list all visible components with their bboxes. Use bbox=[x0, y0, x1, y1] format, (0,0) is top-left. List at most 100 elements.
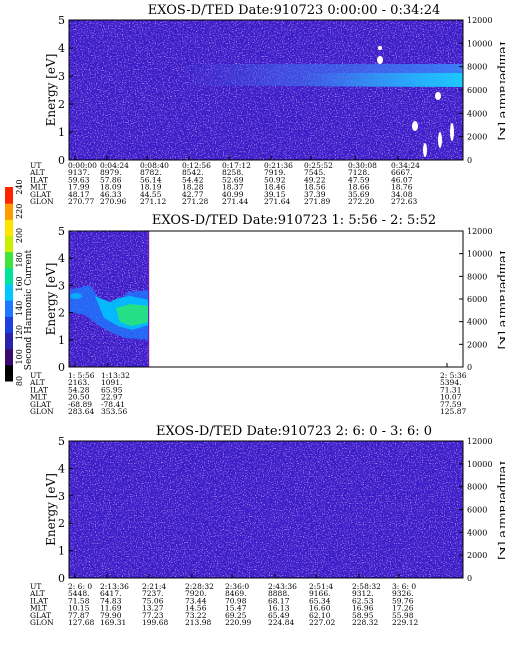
table-cell: 270.96 bbox=[100, 197, 126, 206]
table-cell: 62.10 bbox=[309, 611, 331, 620]
y2-axis-label: Temperature [K] bbox=[497, 40, 505, 141]
table-cell: 77.23 bbox=[142, 611, 164, 620]
y2-tick-label: 12000 bbox=[467, 16, 492, 25]
panel-1-gap bbox=[412, 121, 418, 131]
table-cell: 52.69 bbox=[222, 175, 244, 184]
table-cell: 57.86 bbox=[100, 175, 122, 184]
table-cell: 46.07 bbox=[391, 175, 413, 184]
table-row-label: MLT bbox=[30, 183, 47, 192]
panel-1: EXOS-D/TED Date:910723 0:00:00 - 0:34:24… bbox=[29, 3, 505, 206]
table-cell: 2163. bbox=[68, 378, 89, 387]
colorbar-swatch bbox=[5, 316, 13, 333]
table-cell: 7919. bbox=[264, 168, 285, 177]
table-cell: 5394. bbox=[440, 378, 461, 387]
panel-1-plot bbox=[68, 19, 464, 161]
panel-3-plot bbox=[68, 440, 464, 579]
panel-2: EXOS-D/TED Date:910723 1: 5:56 - 2: 5:52… bbox=[29, 213, 505, 416]
table-cell: 13.27 bbox=[142, 604, 164, 613]
table-cell: 271.44 bbox=[222, 197, 248, 206]
table-cell: 9312. bbox=[352, 589, 373, 598]
colorbar-swatch bbox=[5, 219, 13, 236]
table-cell: 2: 5:36 bbox=[440, 371, 467, 380]
table-cell: 58.95 bbox=[352, 611, 374, 620]
table-row-label: ALT bbox=[29, 168, 45, 177]
y2-tick-label: 8000 bbox=[467, 483, 487, 492]
panel-1-gap bbox=[450, 123, 454, 141]
table-cell: 56.14 bbox=[140, 175, 162, 184]
y2-tick-label: 10000 bbox=[467, 460, 492, 469]
table-cell: 46.33 bbox=[100, 190, 122, 199]
table-cell: 37.39 bbox=[304, 190, 326, 199]
table-row-label: UT bbox=[30, 161, 41, 170]
colorbar-tick-label: 220 bbox=[15, 204, 24, 219]
colorbar-tick-label: 120 bbox=[15, 325, 24, 340]
table-cell: 65.95 bbox=[101, 385, 123, 394]
table-cell: 15.47 bbox=[225, 604, 247, 613]
table-cell: 1: 5:56 bbox=[68, 371, 95, 380]
panel-1-band-core bbox=[300, 73, 463, 87]
table-cell: -68.89 bbox=[68, 400, 92, 409]
y-tick-label: 2 bbox=[58, 307, 65, 320]
table-row-label: UT bbox=[30, 582, 41, 591]
table-cell: 7128. bbox=[348, 168, 369, 177]
table-cell: 220.99 bbox=[225, 618, 251, 627]
y-tick-label: 3 bbox=[58, 490, 65, 503]
table-row-label: GLAT bbox=[30, 400, 51, 409]
table-row-label: ILAT bbox=[30, 175, 48, 184]
table-cell: 283.64 bbox=[68, 407, 94, 416]
y2-tick-label: 4000 bbox=[467, 528, 487, 537]
y-tick-label: 0 bbox=[58, 361, 65, 374]
panel-3: EXOS-D/TED Date:910723 2: 6: 0 - 3: 6: 0… bbox=[29, 424, 505, 627]
y-tick-label: 1 bbox=[58, 545, 65, 558]
table-cell: 70.98 bbox=[225, 596, 247, 605]
table-row-label: ILAT bbox=[30, 596, 48, 605]
table-cell: 228.32 bbox=[352, 618, 378, 627]
table-cell: 5448. bbox=[68, 589, 89, 598]
panel-1-gap bbox=[435, 92, 441, 100]
table-row-label: MLT bbox=[30, 604, 47, 613]
table-cell: 7545. bbox=[304, 168, 325, 177]
y-tick-label: 5 bbox=[58, 435, 65, 448]
y2-tick-label: 0 bbox=[467, 156, 472, 165]
table-cell: 77.59 bbox=[440, 400, 462, 409]
panel-3-noise bbox=[69, 441, 463, 578]
table-cell: 9326. bbox=[392, 589, 413, 598]
colorbar-swatch bbox=[5, 187, 13, 204]
table-cell: 272.20 bbox=[348, 197, 374, 206]
table-cell: 199.68 bbox=[142, 618, 168, 627]
colorbar-swatch bbox=[5, 300, 13, 317]
table-cell: 18.19 bbox=[140, 183, 162, 192]
table-cell: 2:43:36 bbox=[268, 582, 297, 591]
table-cell: 10.07 bbox=[440, 393, 462, 402]
table-cell: 16.96 bbox=[352, 604, 374, 613]
table-cell: 18.28 bbox=[182, 183, 204, 192]
colorbar: 80 100 120 140 160 180 200 220 240 Second Harmon… bbox=[5, 179, 34, 386]
table-cell: 59.63 bbox=[68, 175, 90, 184]
table-cell: 0:17:12 bbox=[222, 161, 251, 170]
y2-tick-label: 2000 bbox=[467, 133, 487, 142]
table-cell: 68.17 bbox=[268, 596, 290, 605]
table-cell: 75.06 bbox=[142, 596, 164, 605]
table-cell: 224.84 bbox=[268, 618, 294, 627]
y-tick-label: 3 bbox=[58, 70, 65, 83]
panel-2-title: EXOS-D/TED Date:910723 1: 5:56 - 2: 5:52 bbox=[152, 213, 436, 228]
table-cell: 10.15 bbox=[68, 604, 90, 613]
table-cell: 73.22 bbox=[185, 611, 207, 620]
y2-axis-label: Temperature [K] bbox=[497, 459, 505, 560]
table-cell: 271.89 bbox=[304, 197, 330, 206]
table-cell: 8469. bbox=[225, 589, 246, 598]
table-cell: 20.50 bbox=[68, 393, 90, 402]
table-cell: 7237. bbox=[142, 589, 163, 598]
y2-tick-label: 4000 bbox=[467, 109, 487, 118]
panel-2-cyan-spot bbox=[70, 293, 82, 299]
table-cell: 69.25 bbox=[225, 611, 247, 620]
table-cell: 1:13:32 bbox=[101, 371, 130, 380]
table-row-label: ALT bbox=[29, 589, 45, 598]
colorbar-tick-label: 80 bbox=[15, 376, 24, 386]
table-cell: 42.77 bbox=[182, 190, 204, 199]
table-cell: 127.68 bbox=[68, 618, 94, 627]
y-tick-label: 4 bbox=[58, 462, 65, 475]
y2-tick-label: 10000 bbox=[467, 250, 492, 259]
table-cell: 40.99 bbox=[222, 190, 244, 199]
panel-2-green-region bbox=[116, 304, 149, 326]
